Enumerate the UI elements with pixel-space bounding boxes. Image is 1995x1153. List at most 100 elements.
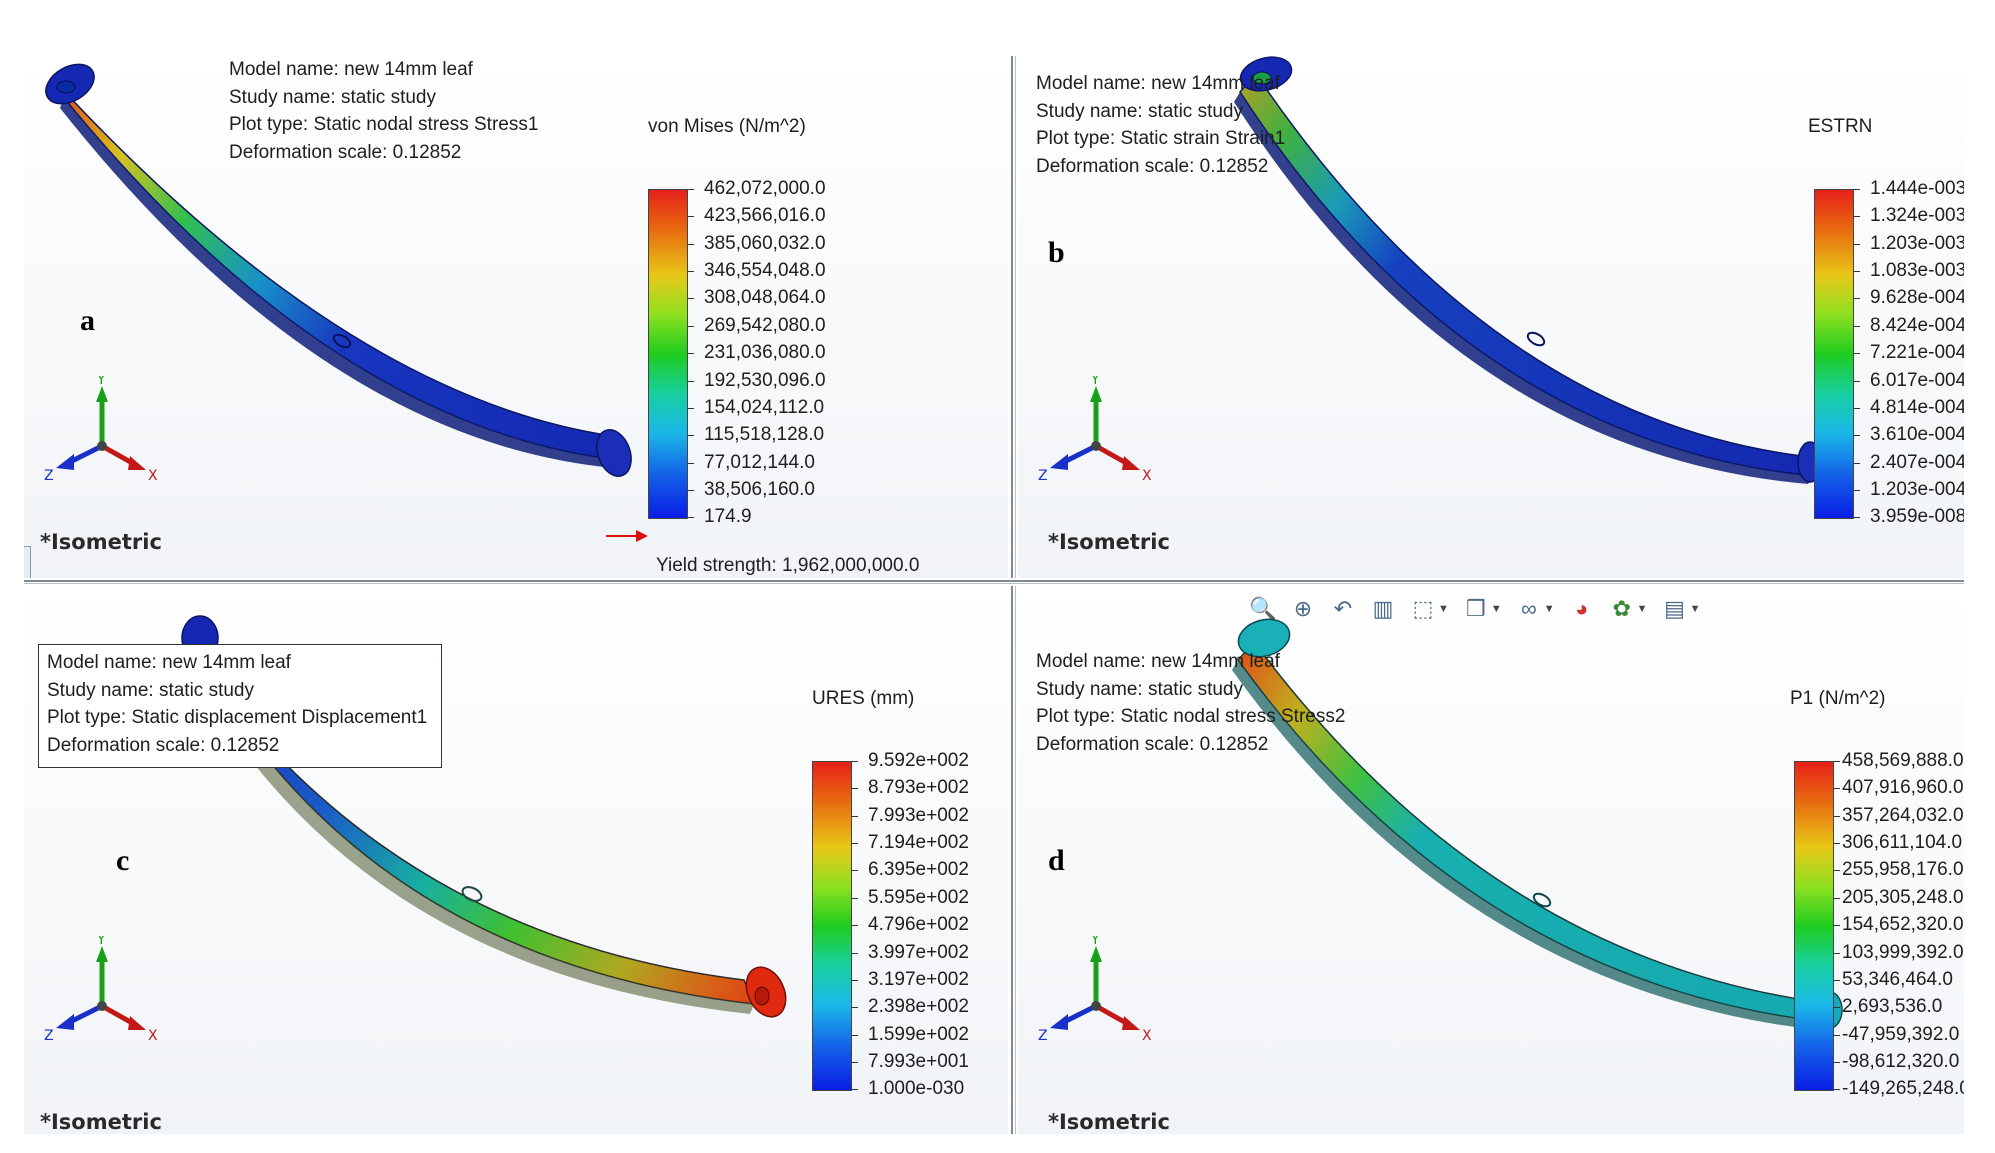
scale-value: 2,693,536.0 bbox=[1842, 996, 1943, 1017]
scale-ticks bbox=[1854, 189, 1866, 519]
scale-value: 154,652,320.0 bbox=[1842, 914, 1964, 935]
scale-value: 2.398e+002 bbox=[868, 996, 969, 1017]
viewport-displacement[interactable]: Model name: new 14mm leaf Study name: st… bbox=[24, 586, 1008, 1134]
chevron-down-icon[interactable]: ▼ bbox=[1636, 603, 1648, 615]
info-line: Plot type: Static nodal stress Stress1 bbox=[229, 114, 539, 135]
scale-value: -149,265,248.0 bbox=[1842, 1078, 1964, 1099]
panel-letter: a bbox=[80, 304, 95, 337]
axis-triad: Y X Z bbox=[1038, 376, 1152, 484]
info-line: Plot type: Static displacement Displacem… bbox=[47, 707, 428, 728]
scale-value: 9.628e-004 bbox=[1870, 287, 1964, 308]
scale-value: 385,060,032.0 bbox=[704, 233, 826, 254]
scale-value: 174.9 bbox=[704, 506, 752, 527]
info-line: Deformation scale: 0.12852 bbox=[1036, 155, 1269, 177]
scale-value: 154,024,112.0 bbox=[704, 397, 825, 418]
scale-value: 423,566,016.0 bbox=[704, 205, 826, 226]
x-axis-label: X bbox=[1142, 1028, 1152, 1044]
view-orientation-label: *Isometric bbox=[1048, 530, 1170, 554]
z-axis-label: Z bbox=[1038, 1028, 1048, 1044]
y-axis-label: Y bbox=[96, 936, 106, 948]
chevron-down-icon[interactable]: ▼ bbox=[1543, 603, 1555, 615]
scale-value: 1.203e-003 bbox=[1870, 233, 1964, 254]
hide-show-items-icon[interactable]: ∞ bbox=[1520, 596, 1537, 621]
yield-arrow-icon bbox=[606, 530, 648, 542]
scale-value: 7.993e+002 bbox=[868, 805, 969, 826]
y-axis-label: Y bbox=[1090, 936, 1100, 948]
scale-value: -98,612,320.0 bbox=[1842, 1051, 1960, 1072]
info-line: Study name: static study bbox=[47, 679, 254, 701]
view-orientation-label: *Isometric bbox=[40, 530, 162, 554]
view-orientation-label: *Isometric bbox=[1048, 1110, 1170, 1134]
color-scale-bar bbox=[648, 189, 688, 519]
apply-scene-icon[interactable]: ✿ bbox=[1612, 596, 1631, 621]
scale-value: 1.324e-003 bbox=[1870, 205, 1964, 226]
scale-ticks bbox=[1834, 761, 1846, 1091]
scale-value: -47,959,392.0 bbox=[1842, 1024, 1960, 1045]
scale-value: 1.599e+002 bbox=[868, 1024, 969, 1045]
zoom-to-fit-icon[interactable]: 🔍 bbox=[1249, 596, 1277, 621]
x-axis-label: X bbox=[148, 468, 158, 484]
scale-value: 255,958,176.0 bbox=[1842, 859, 1964, 880]
vertical-splitter[interactable] bbox=[1008, 56, 1018, 1134]
x-axis-label: X bbox=[148, 1028, 158, 1044]
scale-value: 115,518,128.0 bbox=[704, 424, 825, 445]
panel-letter: c bbox=[116, 844, 130, 877]
study-info: Model name: new 14mm leaf Study name: st… bbox=[1036, 70, 1285, 180]
info-line: Deformation scale: 0.12852 bbox=[47, 734, 280, 756]
horizontal-splitter[interactable] bbox=[24, 578, 1964, 586]
scale-value: 346,554,048.0 bbox=[704, 260, 826, 281]
scale-value: 306,611,104.0 bbox=[1842, 832, 1963, 853]
info-line: Deformation scale: 0.12852 bbox=[229, 141, 462, 163]
viewport-von-mises[interactable]: Model name: new 14mm leaf Study name: st… bbox=[24, 56, 1008, 578]
study-info: Model name: new 14mm leaf Study name: st… bbox=[229, 56, 538, 166]
legend-title: P1 (N/m^2) bbox=[1790, 688, 1886, 709]
study-info: Model name: new 14mm leaf Study name: st… bbox=[1036, 648, 1345, 758]
scale-value: 77,012,144.0 bbox=[704, 452, 815, 473]
leaf-spring-model-displacement bbox=[181, 615, 787, 1018]
legend-title: ESTRN bbox=[1808, 116, 1873, 137]
info-line: Study name: static study bbox=[1036, 100, 1243, 122]
info-line: Study name: static study bbox=[229, 86, 436, 108]
axis-triad: Y X Z bbox=[44, 936, 158, 1044]
view-orientation-label: *Isometric bbox=[40, 1110, 162, 1134]
scale-value: 7.993e+001 bbox=[868, 1051, 969, 1072]
info-line: Plot type: Static strain Strain1 bbox=[1036, 128, 1286, 149]
zoom-to-area-icon[interactable]: ⊕ bbox=[1293, 596, 1313, 621]
chevron-down-icon[interactable]: ▼ bbox=[1689, 603, 1701, 615]
resize-handle[interactable] bbox=[24, 546, 31, 578]
color-scale-bar bbox=[812, 761, 852, 1091]
axis-triad: Y X Z bbox=[44, 376, 158, 484]
simulation-results-window: Model name: new 14mm leaf Study name: st… bbox=[24, 56, 1964, 1134]
x-axis-label: X bbox=[1142, 468, 1152, 484]
scale-ticks bbox=[688, 189, 700, 519]
view-orientation-icon[interactable]: ⬚ bbox=[1412, 596, 1434, 621]
color-scale-bar bbox=[1794, 761, 1834, 1091]
legend-title: von Mises (N/m^2) bbox=[648, 116, 806, 137]
chevron-down-icon[interactable]: ▼ bbox=[1490, 603, 1502, 615]
previous-view-icon[interactable]: ↶ bbox=[1333, 596, 1353, 621]
viewport-strain[interactable]: Model name: new 14mm leaf Study name: st… bbox=[1018, 56, 1964, 578]
info-line: Model name: new 14mm leaf bbox=[1036, 651, 1280, 672]
scale-value: 38,506,160.0 bbox=[704, 479, 815, 500]
viewport-principal-stress[interactable]: 🔍 ⊕ ↶ ▥ ⬚ ▼ ❒ ▼ ∞ ▼ ◕ ✿ ▼ ▤ ▼ bbox=[1018, 586, 1964, 1134]
chevron-down-icon[interactable]: ▼ bbox=[1438, 603, 1449, 615]
scale-ticks bbox=[852, 761, 864, 1091]
view-settings-icon[interactable]: ▤ bbox=[1664, 596, 1685, 621]
info-line: Model name: new 14mm leaf bbox=[229, 59, 473, 80]
scale-value: 3.197e+002 bbox=[868, 969, 969, 990]
scale-value: 357,264,032.0 bbox=[1842, 805, 1964, 826]
scale-value: 3.959e-008 bbox=[1870, 506, 1964, 527]
scale-value: 8.793e+002 bbox=[868, 777, 969, 798]
scale-value: 458,569,888.0 bbox=[1842, 750, 1964, 771]
scale-value: 8.424e-004 bbox=[1870, 315, 1964, 336]
info-line: Deformation scale: 0.12852 bbox=[1036, 733, 1269, 755]
y-axis-label: Y bbox=[1090, 376, 1100, 388]
section-view-icon[interactable]: ▥ bbox=[1372, 596, 1394, 621]
scale-value: 407,916,960.0 bbox=[1842, 777, 1964, 798]
scale-value: 6.017e-004 bbox=[1870, 370, 1964, 391]
info-line: Study name: static study bbox=[1036, 678, 1243, 700]
scale-value: 1.444e-003 bbox=[1870, 178, 1964, 199]
leaf-spring-model-stress bbox=[45, 63, 632, 477]
display-style-icon[interactable]: ❒ bbox=[1466, 596, 1486, 621]
edit-appearance-icon[interactable]: ◕ bbox=[1575, 596, 1589, 621]
